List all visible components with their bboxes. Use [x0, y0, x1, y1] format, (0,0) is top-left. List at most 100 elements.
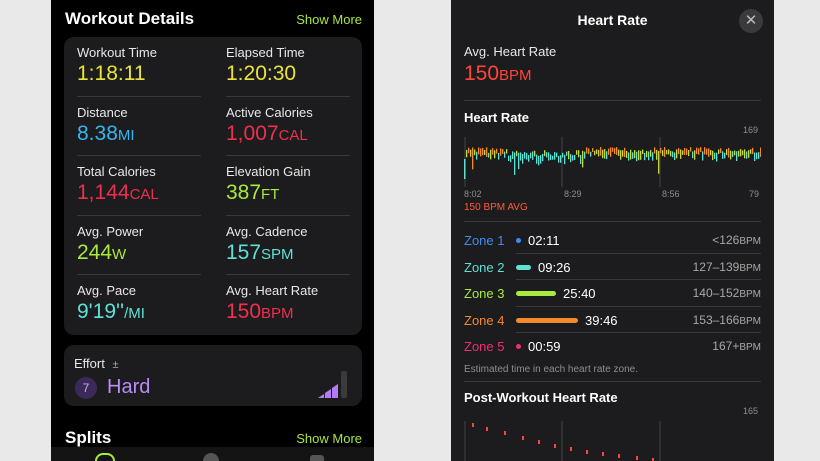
show-more-link[interactable]: Show More [296, 12, 362, 27]
metric-label: Avg. Pace [77, 283, 137, 299]
hr-bar [472, 147, 474, 170]
hr-bar [674, 152, 676, 161]
hr-bar [622, 150, 624, 157]
hr-bar [568, 150, 570, 160]
metric-number: 8.38 [77, 121, 118, 145]
hr-bar [698, 148, 700, 155]
metric-number: 1:20:30 [226, 62, 297, 85]
zone-note: Estimated time in each heart rate zone. [464, 364, 638, 375]
zone-range: 153–166BPM [693, 313, 761, 327]
metric-unit: MI [117, 126, 135, 144]
metric-value: 1:20:30 [226, 61, 362, 89]
hr-bar [512, 151, 514, 160]
hr-bar [516, 150, 518, 157]
metric-label: Active Calories [226, 104, 313, 120]
x-tick-3: 8:56 [662, 189, 680, 199]
post-workout-chart[interactable] [464, 421, 761, 461]
hr-bar [562, 152, 564, 158]
hr-bar [750, 149, 752, 154]
hr-bar [578, 150, 580, 158]
metric-label: Avg. Power [77, 223, 144, 239]
zone-row-1[interactable]: Zone 1 02:11 <126BPM [464, 227, 761, 254]
tab-sharing-icon[interactable] [310, 455, 324, 461]
metric-unit: FT [261, 186, 280, 204]
hr-bar [514, 152, 516, 175]
zone-range-value: 167+ [712, 339, 740, 353]
heart-rate-chart[interactable] [464, 137, 761, 187]
workout-details-screen: Workout Details Show More Workout Time 1:… [51, 0, 374, 461]
hr-bar [600, 147, 602, 156]
tab-center-icon[interactable] [203, 453, 219, 461]
post-workout-point [636, 456, 638, 460]
hr-bar [480, 148, 482, 157]
hr-bar [740, 149, 742, 157]
hr-bar [546, 152, 548, 158]
hr-bar [752, 147, 754, 155]
hr-bar [726, 149, 728, 156]
hr-bar [464, 159, 466, 179]
zone-row-5[interactable]: Zone 5 00:59 167+BPM [464, 333, 761, 360]
metric-label: Distance [77, 104, 128, 120]
post-workout-point [618, 454, 620, 458]
post-workout-point [652, 458, 654, 461]
splits-show-more-link[interactable]: Show More [296, 431, 362, 446]
metric-value: 150BPM [226, 299, 362, 327]
hr-bar [492, 148, 494, 155]
hr-bar [724, 152, 726, 159]
hr-bar [566, 151, 568, 156]
metric-value: 1,144CAL [77, 180, 213, 208]
hr-bar [688, 150, 690, 157]
hr-bar [722, 151, 724, 159]
hr-bar [632, 152, 634, 159]
hr-bar [642, 149, 644, 155]
hr-bar [634, 149, 636, 159]
hr-bar [506, 149, 508, 154]
metric-avg-pace: Avg. Pace 9'19''/MI [64, 275, 213, 335]
hr-bar [494, 150, 496, 159]
hr-bar [598, 149, 600, 157]
hr-bar [584, 151, 586, 159]
zone-divider [516, 332, 761, 333]
hr-bar [624, 147, 626, 158]
hr-bar [628, 152, 630, 161]
close-button[interactable]: ✕ [739, 9, 763, 33]
zone-range-value: 153–166 [692, 312, 740, 327]
hr-bar [538, 155, 540, 166]
post-workout-point [472, 423, 474, 427]
hr-bar [730, 150, 732, 160]
metric-unit: CAL [278, 126, 308, 144]
metric-number: 157 [226, 240, 262, 264]
hr-bar [654, 147, 656, 154]
hr-bar [496, 148, 498, 154]
metric-label: Workout Time [77, 45, 157, 60]
zone-row-3[interactable]: Zone 3 25:40 140–152BPM [464, 280, 761, 307]
divider [464, 221, 761, 222]
hr-bar [716, 152, 718, 162]
metric-number: 1:18:11 [77, 62, 146, 85]
hr-bar [474, 149, 476, 156]
hr-bar [594, 150, 596, 156]
zone-range: <126BPM [712, 233, 761, 247]
chart-max-label: 169 [743, 125, 759, 135]
hr-bar [662, 150, 664, 157]
zone-row-4[interactable]: Zone 4 39:46 153–166BPM [464, 307, 761, 333]
zone-bar [516, 238, 521, 243]
tab-summary-icon[interactable] [95, 453, 115, 461]
metric-value: 244W [77, 240, 213, 268]
hr-bar [540, 155, 542, 164]
zone-row-2[interactable]: Zone 2 09:26 127–139BPM [464, 254, 761, 280]
hr-bar [564, 154, 566, 165]
metric-value: 1,007CAL [226, 121, 362, 149]
post-workout-max: 165 [743, 406, 759, 416]
hr-bar [680, 149, 682, 159]
effort-card[interactable]: Effort ± 7 Hard [64, 345, 362, 406]
hr-bar [522, 153, 524, 164]
hr-bar [530, 152, 532, 159]
hr-bar [706, 148, 708, 155]
hr-bar [620, 150, 622, 160]
post-workout-point [586, 450, 588, 454]
metric-unit: CAL [129, 186, 159, 204]
zone-name: Zone 1 [464, 233, 505, 248]
x-tick-1: 8:02 [464, 189, 482, 199]
metric-label: Elevation Gain [226, 164, 311, 180]
